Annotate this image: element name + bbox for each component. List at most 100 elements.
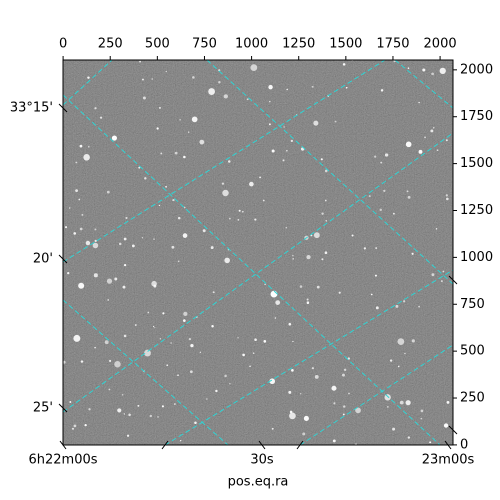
star	[286, 88, 288, 91]
dec-tick-label: 25'	[33, 401, 53, 416]
ra-tick	[258, 440, 266, 450]
star	[311, 85, 314, 88]
y-tick-label: 500	[460, 344, 485, 359]
x-tick-label: 1750	[376, 37, 409, 52]
star	[411, 339, 415, 343]
star	[406, 190, 409, 193]
dec-tick	[58, 254, 68, 264]
star	[137, 404, 140, 407]
star	[351, 234, 354, 237]
star	[282, 159, 285, 162]
star	[383, 189, 386, 193]
star	[395, 304, 399, 308]
star	[411, 252, 414, 255]
star	[141, 237, 144, 239]
star	[418, 149, 423, 154]
x-tick-label: 1500	[329, 37, 362, 52]
star	[285, 149, 288, 152]
star	[88, 408, 91, 411]
star	[250, 64, 258, 72]
star	[263, 340, 267, 343]
x-tick-label: 500	[145, 37, 170, 52]
star	[363, 247, 367, 250]
x-tick-label: 750	[192, 37, 217, 52]
star	[190, 343, 194, 348]
star	[283, 126, 285, 128]
star	[311, 367, 314, 370]
star	[158, 106, 161, 109]
x-tick-label: 2000	[424, 37, 457, 52]
star	[165, 185, 167, 188]
dec-tick	[448, 425, 458, 435]
y-tick-label: 1000	[460, 250, 493, 265]
star	[299, 285, 303, 288]
star	[182, 233, 188, 238]
star	[94, 228, 97, 231]
star	[117, 408, 122, 413]
star	[389, 359, 393, 362]
star	[144, 349, 151, 357]
star	[436, 149, 439, 152]
star	[398, 365, 400, 367]
star	[63, 360, 66, 364]
star	[139, 60, 141, 63]
star	[228, 217, 231, 220]
star	[237, 337, 239, 339]
star	[384, 153, 389, 157]
star	[71, 427, 75, 430]
ra-tick	[59, 440, 67, 450]
star	[242, 353, 245, 357]
ra-tick-label: 30s	[250, 453, 274, 468]
star	[368, 195, 371, 198]
star	[177, 260, 180, 263]
star	[443, 423, 449, 428]
star	[118, 242, 122, 246]
star	[249, 181, 254, 187]
star	[152, 325, 155, 328]
axes-frame	[62, 59, 454, 446]
star	[106, 190, 110, 194]
star	[379, 208, 382, 212]
star	[183, 311, 188, 316]
star	[158, 204, 161, 207]
star	[111, 135, 118, 141]
star	[331, 385, 337, 391]
star	[215, 389, 218, 393]
star	[73, 334, 81, 342]
star	[153, 238, 155, 240]
star	[370, 293, 373, 296]
star	[393, 212, 395, 215]
star	[324, 169, 328, 173]
star	[94, 107, 97, 110]
star	[109, 359, 112, 363]
star	[241, 210, 244, 213]
star	[439, 67, 446, 75]
star	[268, 123, 271, 126]
star	[313, 232, 320, 239]
star	[303, 415, 309, 421]
star	[422, 68, 426, 72]
y-tick-label: 0	[460, 437, 468, 452]
star	[375, 306, 379, 310]
star	[375, 247, 378, 249]
star	[316, 285, 320, 289]
star	[87, 76, 90, 79]
star	[343, 368, 347, 372]
star	[154, 327, 156, 329]
star	[332, 439, 336, 443]
star	[430, 129, 434, 133]
star	[69, 401, 72, 403]
dec-tick	[58, 403, 68, 413]
star	[75, 189, 78, 193]
star	[397, 338, 405, 345]
star	[156, 127, 159, 130]
star	[73, 232, 77, 235]
star	[123, 237, 127, 241]
star	[405, 400, 411, 406]
star	[206, 398, 208, 400]
star	[79, 227, 83, 231]
y-tick-label: 750	[460, 297, 485, 312]
star	[170, 342, 172, 344]
star	[306, 255, 311, 260]
y-tick-label: 2000	[460, 62, 493, 77]
